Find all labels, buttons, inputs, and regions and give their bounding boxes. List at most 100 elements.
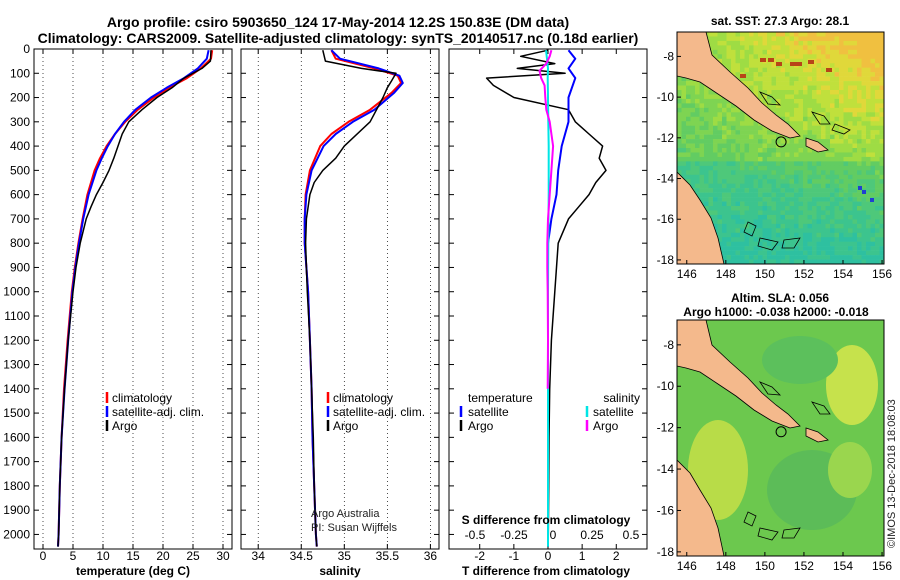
sst-cell [816,241,822,247]
sst-cell [789,112,795,118]
sst-cell [861,32,867,37]
sst-cell [758,165,763,171]
difference-series [485,49,607,547]
sst-cell [816,192,822,198]
sst-cell [875,161,880,167]
sst-cell [857,250,862,256]
sst-cell [870,219,876,225]
sst-cell [821,76,826,82]
sst-cell [825,246,831,251]
sst-cell [807,214,813,220]
sst-cell [758,40,763,46]
sst-cell [717,165,723,171]
sst-cell [843,112,849,118]
sst-cell [875,72,880,77]
sst-cell [771,174,777,180]
sst-cell [834,228,840,234]
sst-cell [798,54,804,60]
sst-cell [816,210,822,216]
sst-cell [744,58,750,64]
sst-cell [843,54,849,60]
sst-cell [681,161,687,167]
sst-cell [807,241,813,247]
sst-cell [767,228,772,234]
sst-cell [762,76,768,82]
sst-cell [753,219,759,225]
sst-cell [879,81,884,86]
sst-cell [677,165,682,171]
sst-cell [861,201,867,207]
sst-cell [708,192,714,198]
sst-cell [726,170,732,176]
sst-cell [879,85,884,91]
sst-cell [875,228,880,234]
sst-cell [758,214,763,220]
sst-cell [807,103,813,109]
sst-cell [875,103,880,109]
sst-cell [789,103,795,109]
sst-cell [825,143,831,149]
sst-warm-cell [776,62,782,66]
sst-cell [735,72,741,77]
sst-cell [776,103,781,109]
sst-cell [816,125,822,131]
x-tick-label: 0 [40,549,47,563]
sst-cell [753,214,759,220]
sst-cell [681,94,687,100]
sst-cell [830,116,835,122]
sst-cell [686,179,691,184]
sst-cell [812,134,817,140]
sst-cell [726,54,732,60]
sst-cell [825,156,831,162]
sst-cell [776,232,781,238]
sst-cell [708,206,714,211]
sst-cell [821,192,826,198]
sst-cell [870,192,876,198]
depth-tick-label: 1600 [3,430,30,444]
t-difference-axis-label: T difference from climatology [462,564,630,578]
sst-cell [807,170,813,176]
sst-cell [749,183,754,189]
sst-cell [749,259,754,264]
sst-cell [753,255,759,260]
sst-cell [789,201,795,207]
sst-cell [744,139,750,144]
sst-cell [866,63,871,68]
sst-cell [749,125,754,131]
sst-cell [848,210,853,216]
sst-cell [803,179,808,184]
s-difference-x-axis: -0.5 -0.25 0 0.25 0.5 [465,528,640,542]
sst-cell [816,255,822,260]
sst-cell [762,63,768,68]
sst-cell [677,81,682,86]
sst-cell [839,45,844,51]
sst-cell [749,228,754,234]
sst-cell [834,237,840,242]
sst-cell [839,237,844,242]
sst-cell [699,121,705,126]
sst-cell [879,246,884,251]
sst-cell [744,255,750,260]
sst-cell [726,32,732,37]
depth-tick-label: 400 [10,139,30,153]
sst-cell [839,223,844,229]
sst-cell [875,58,880,64]
sst-cell [744,192,750,198]
x-tick-label: 1 [579,549,586,563]
sst-cell [848,156,853,162]
sst-cell [776,36,781,42]
sst-cell [681,107,687,113]
sst-cell [870,210,876,216]
sst-cell [816,134,822,140]
sst-cell [690,121,696,126]
legend-heading: salinity [603,391,640,405]
sst-cell [708,152,714,158]
sst-cell [825,206,831,211]
sst-cell [735,134,741,140]
sst-cell [848,85,853,91]
sst-cell [870,250,876,256]
sst-cell [789,210,795,216]
sst-cell [866,255,871,260]
sst-cell [852,121,858,126]
